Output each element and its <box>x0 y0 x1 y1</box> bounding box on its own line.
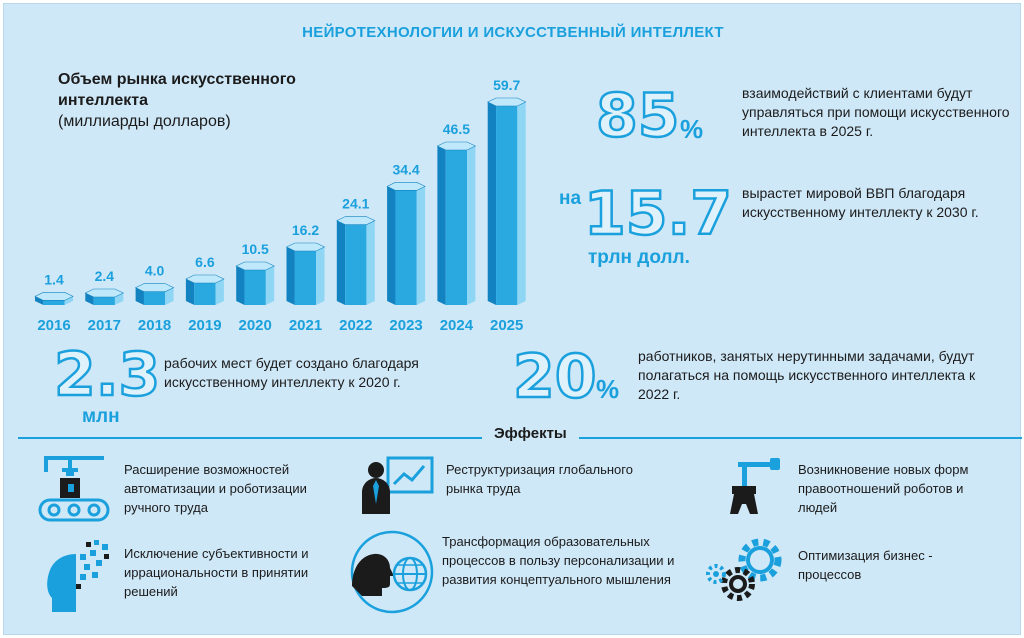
stat-23-value: 2.3 <box>53 340 162 410</box>
effect-labor-market-text: Реструктуризация глобального рынка труда <box>446 462 633 496</box>
stat-85-unit: % <box>680 114 704 144</box>
value-label-2021: 16.2 <box>292 222 319 238</box>
tick-label-2021: 2021 <box>289 317 322 334</box>
effect-education-text: Трансформация образовательных процессов … <box>442 534 675 587</box>
bar-2024 <box>436 141 477 305</box>
gears-icon <box>706 538 782 601</box>
stat-23-unit: млн <box>82 406 120 427</box>
stat-157-value: 15.7 <box>583 179 734 249</box>
value-label-2018: 4.0 <box>145 263 165 279</box>
bar-2023 <box>386 182 426 305</box>
value-label-2023: 34.4 <box>392 161 419 177</box>
infographic-frame: НЕЙРОТЕХНОЛОГИИ И ИСКУССТВЕННЫЙ ИНТЕЛЛЕК… <box>3 3 1022 635</box>
bar-2025 <box>487 97 527 305</box>
tick-label-2016: 2016 <box>37 317 70 334</box>
bar-chart: 1.4 2016 2.4 2017 4.0 2018 6.6 2019 10.5 2020 16.2… <box>34 77 527 334</box>
tick-label-2020: 2020 <box>239 317 272 334</box>
tick-label-2022: 2022 <box>339 317 372 334</box>
value-label-2025: 59.7 <box>493 77 520 93</box>
effect-automation-text: Расширение возможностей автоматизации и … <box>124 462 307 515</box>
tick-label-2017: 2017 <box>88 317 121 334</box>
head-globe-icon <box>350 530 434 614</box>
tick-label-2018: 2018 <box>138 317 171 334</box>
value-label-2017: 2.4 <box>95 268 115 284</box>
stat-85-value: 85 <box>595 81 681 151</box>
value-label-2019: 6.6 <box>195 254 215 270</box>
bar-2017 <box>84 288 124 305</box>
stat-20-value: 20 <box>512 342 598 412</box>
stat-23-text: рабочих мест будет создано благодаря иск… <box>164 355 419 390</box>
effects-title: Эффекты <box>482 425 579 442</box>
stat-157-prefix: на <box>559 188 582 209</box>
value-label-2020: 10.5 <box>242 241 269 257</box>
bar-2021 <box>285 242 326 305</box>
stat-85-text: взаимодействий с клиентами будут управля… <box>742 85 1010 139</box>
effect-subjectivity-text: Исключение субъективности и иррациональн… <box>124 546 309 599</box>
value-label-2022: 24.1 <box>342 196 369 212</box>
digital-head-icon <box>47 540 109 612</box>
tick-label-2023: 2023 <box>389 317 422 334</box>
bar-2016 <box>34 292 74 305</box>
tick-label-2024: 2024 <box>440 317 474 334</box>
bar-2019 <box>185 274 225 305</box>
stat-20-unit: % <box>596 374 620 404</box>
bar-2020 <box>235 261 275 305</box>
bar-2022 <box>336 216 376 305</box>
robot-conveyor-icon <box>38 456 110 522</box>
effect-legal-relations-text: Возникновение новых форм правоотношений … <box>798 462 969 515</box>
robot-arm-icon <box>730 458 780 514</box>
value-label-2024: 46.5 <box>443 121 470 137</box>
tick-label-2019: 2019 <box>188 317 221 334</box>
stat-157-unit: трлн долл. <box>588 247 690 268</box>
page-title: НЕЙРОТЕХНОЛОГИИ И ИСКУССТВЕННЫЙ ИНТЕЛЛЕК… <box>302 24 724 41</box>
presentation-chart-icon <box>362 456 434 514</box>
stat-157-text: вырастет мировой ВВП благодаря искусстве… <box>742 185 979 220</box>
value-label-2016: 1.4 <box>44 271 64 287</box>
effect-optimization-text: Оптимизация бизнес - процессов <box>798 548 933 582</box>
tick-label-2025: 2025 <box>490 317 523 334</box>
stat-20-text: работников, занятых нерутинными задачами… <box>638 348 976 402</box>
chart-subtitle: (миллиарды долларов) <box>58 113 231 130</box>
bar-2018 <box>134 283 175 305</box>
chart-title: Объем рынка искусственного интеллекта <box>58 71 296 109</box>
